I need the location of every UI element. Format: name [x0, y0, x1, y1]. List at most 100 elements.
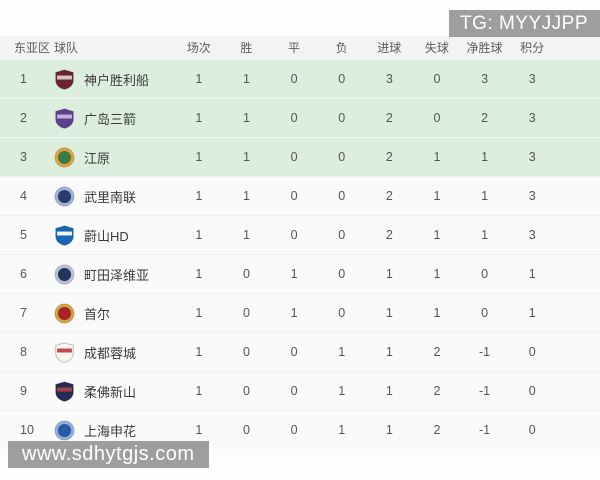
- stat-cell: 0: [338, 150, 346, 164]
- machida-zelvia-crest-icon: [54, 264, 75, 285]
- col-header-points: 积分: [520, 41, 545, 55]
- stat-cell: 0: [290, 189, 298, 203]
- standings-row[interactable]: 7 首尔 1 0 1 0 1 1 0 1: [0, 293, 600, 332]
- standings-row[interactable]: 6 町田泽维亚 1 0 1 0 1 1 0 1: [0, 254, 600, 293]
- team-name: 武里南联: [84, 189, 137, 205]
- rank-cell: 7: [20, 306, 27, 320]
- col-header-zone: 东亚区: [14, 41, 51, 55]
- col-header-played: 场次: [186, 41, 211, 55]
- stat-cell: 1: [195, 423, 203, 437]
- stat-cell: 1: [433, 267, 441, 281]
- stat-cell: 1: [385, 345, 393, 359]
- stat-cell: 1: [528, 306, 536, 320]
- stat-cell: 1: [195, 72, 203, 86]
- stat-cell: 1: [385, 306, 393, 320]
- stat-cell: 0: [338, 72, 346, 86]
- stat-cell: 3: [528, 150, 536, 164]
- col-header-goal-difference: 净胜球: [466, 41, 503, 55]
- vissel-kobe-crest-icon: [54, 68, 75, 90]
- stat-cell: 1: [195, 228, 203, 242]
- watermark-site-badge: www.sdhytgjs.com: [8, 441, 209, 468]
- team-name: 蔚山HD: [84, 228, 129, 244]
- stat-cell: 2: [385, 228, 393, 242]
- stat-cell: -1: [479, 423, 491, 437]
- stat-cell: 1: [433, 306, 441, 320]
- stat-cell: 1: [242, 72, 250, 86]
- stat-cell: 2: [481, 111, 489, 125]
- team-name: 町田泽维亚: [84, 267, 150, 283]
- stat-cell: 1: [242, 111, 250, 125]
- team-name: 成都蓉城: [84, 345, 137, 361]
- stat-cell: 1: [338, 423, 346, 437]
- stat-cell: 1: [433, 189, 441, 203]
- stat-cell: 1: [481, 150, 489, 164]
- stat-cell: 1: [385, 267, 393, 281]
- standings-row[interactable]: 3 江原 1 1 0 0 2 1 1 3: [0, 137, 600, 176]
- stat-cell: 1: [195, 345, 203, 359]
- stat-cell: 1: [528, 267, 536, 281]
- standings-row[interactable]: 8 成都蓉城 1 0 0 1 1 2 -1 0: [0, 332, 600, 371]
- stat-cell: 0: [242, 423, 250, 437]
- stat-cell: 0: [242, 306, 250, 320]
- team-name: 上海申花: [84, 423, 137, 439]
- stat-cell: 1: [290, 267, 298, 281]
- stat-cell: 0: [242, 384, 250, 398]
- sanfrecce-hiroshima-crest-icon: [54, 107, 75, 129]
- stat-cell: 3: [528, 228, 536, 242]
- stat-cell: 1: [481, 189, 489, 203]
- buriram-united-crest-icon: [54, 186, 75, 207]
- standings-row[interactable]: 2 广岛三箭 1 1 0 0 2 0 2 3: [0, 98, 600, 137]
- stat-cell: 1: [242, 150, 250, 164]
- shanghai-shenhua-crest-icon: [54, 420, 75, 441]
- standings-header-row: 东亚区 球队 场次 胜 平 负 进球 失球 净胜球 积分: [0, 36, 600, 59]
- standings-table: 东亚区 球队 场次 胜 平 负 进球 失球 净胜球 积分 1 神户胜利船 1 1 0 0…: [0, 36, 600, 449]
- standings-row[interactable]: 9 柔佛新山 1 0 0 1 1 2 -1 0: [0, 371, 600, 410]
- stat-cell: 0: [290, 228, 298, 242]
- rank-cell: 2: [20, 111, 27, 125]
- col-header-wins: 胜: [240, 41, 253, 55]
- stat-cell: 1: [242, 189, 250, 203]
- stat-cell: 1: [433, 228, 441, 242]
- team-name: 广岛三箭: [84, 111, 137, 127]
- col-header-goals-for: 进球: [377, 41, 402, 55]
- rank-cell: 9: [20, 384, 27, 398]
- rank-cell: 8: [20, 345, 27, 359]
- standings-row[interactable]: 4 武里南联 1 1 0 0 2 1 1 3: [0, 176, 600, 215]
- team-cell: 神户胜利船: [54, 68, 175, 90]
- stat-cell: 2: [433, 423, 441, 437]
- col-header-losses: 负: [335, 41, 348, 55]
- stat-cell: 0: [338, 306, 346, 320]
- stat-cell: 1: [195, 150, 203, 164]
- team-cell: 上海申花: [54, 420, 175, 441]
- stat-cell: 0: [242, 345, 250, 359]
- team-cell: 成都蓉城: [54, 341, 175, 363]
- stat-cell: 1: [385, 384, 393, 398]
- stat-cell: 0: [290, 150, 298, 164]
- col-header-draws: 平: [288, 41, 301, 55]
- stat-cell: -1: [479, 345, 491, 359]
- team-cell: 江原: [54, 147, 175, 168]
- stat-cell: 0: [290, 72, 298, 86]
- gangwon-crest-icon: [54, 147, 75, 168]
- stat-cell: 0: [481, 306, 489, 320]
- standings-row[interactable]: 5 蔚山HD 1 1 0 0 2 1 1 3: [0, 215, 600, 254]
- stat-cell: 2: [385, 189, 393, 203]
- rank-cell: 4: [20, 189, 27, 203]
- stat-cell: 3: [528, 72, 536, 86]
- stat-cell: 1: [338, 384, 346, 398]
- watermark-site-text: www.sdhytgjs.com: [22, 443, 195, 465]
- stat-cell: 2: [433, 384, 441, 398]
- rank-cell: 10: [20, 423, 34, 437]
- stat-cell: 1: [433, 150, 441, 164]
- stat-cell: 0: [242, 267, 250, 281]
- stat-cell: 0: [338, 111, 346, 125]
- stat-cell: 0: [338, 228, 346, 242]
- standings-row[interactable]: 1 神户胜利船 1 1 0 0 3 0 3 3: [0, 59, 600, 98]
- stat-cell: 2: [385, 150, 393, 164]
- stat-cell: 3: [528, 189, 536, 203]
- stat-cell: 0: [433, 72, 441, 86]
- rank-cell: 1: [20, 72, 27, 86]
- watermark-tg-badge: TG: MYYJJPP: [449, 10, 600, 37]
- johor-darul-tazim-crest-icon: [54, 380, 75, 402]
- stat-cell: 1: [242, 228, 250, 242]
